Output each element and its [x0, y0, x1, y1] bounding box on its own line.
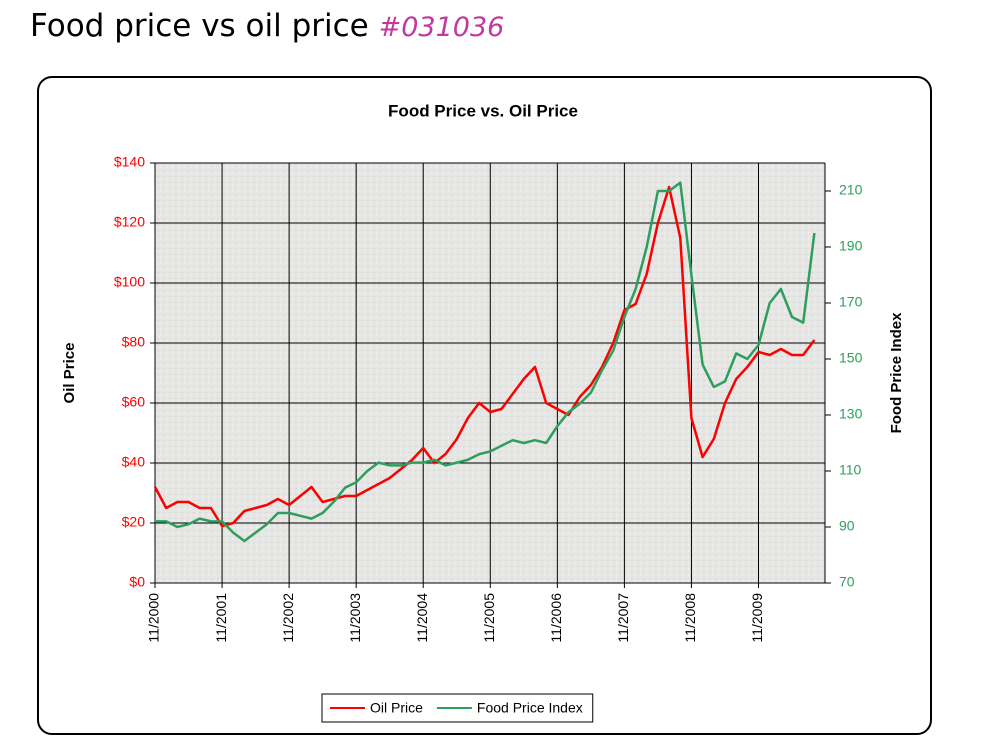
x-tick-label: 11/2004 [414, 593, 430, 643]
legend: Oil Price Food Price Index [321, 693, 594, 723]
y-tick-label: $80 [122, 334, 146, 350]
x-tick-label: 11/2005 [481, 593, 497, 643]
series-line [155, 181, 816, 543]
y2-tick-label: 70 [839, 574, 855, 590]
x-tick-label: 11/2001 [213, 593, 229, 643]
series-line [153, 185, 816, 528]
y-tick-label: $0 [129, 574, 145, 590]
x-tick-label: 11/2007 [615, 593, 631, 643]
y2-tick-label: 210 [839, 182, 863, 198]
y-axis-title: Oil Price [61, 343, 78, 404]
legend-label: Food Price Index [477, 700, 583, 716]
y-tick-label: $140 [114, 154, 145, 170]
y2-tick-label: 90 [839, 518, 855, 534]
x-tick-label: 11/2000 [146, 593, 162, 643]
x-tick-label: 11/2003 [347, 593, 363, 643]
page-title: Food price vs oil price [30, 8, 369, 44]
y-tick-label: $40 [122, 454, 146, 470]
y-tick-label: $100 [114, 274, 145, 290]
x-tick-label: 11/2008 [682, 593, 698, 643]
y2-tick-label: 170 [839, 294, 863, 310]
y2-tick-label: 190 [839, 238, 863, 254]
page-header: Food price vs oil price #031036 [30, 8, 504, 44]
y2-tick-label: 110 [839, 462, 862, 478]
y-tick-label: $60 [122, 394, 146, 410]
legend-label: Oil Price [370, 700, 423, 716]
y-tick-label: $120 [114, 214, 145, 230]
page-tag: #031036 [378, 12, 505, 43]
chart-title: Food Price vs. Oil Price [388, 101, 578, 120]
x-tick-label: 11/2002 [280, 593, 296, 643]
x-tick-label: 11/2006 [548, 593, 564, 643]
x-tick-label: 11/2009 [749, 593, 765, 643]
y2-tick-label: 130 [839, 406, 863, 422]
y2-axis-title: Food Price Index [888, 312, 905, 434]
y-tick-label: $20 [122, 514, 146, 530]
y2-tick-label: 150 [839, 350, 863, 366]
legend-box [321, 693, 594, 723]
